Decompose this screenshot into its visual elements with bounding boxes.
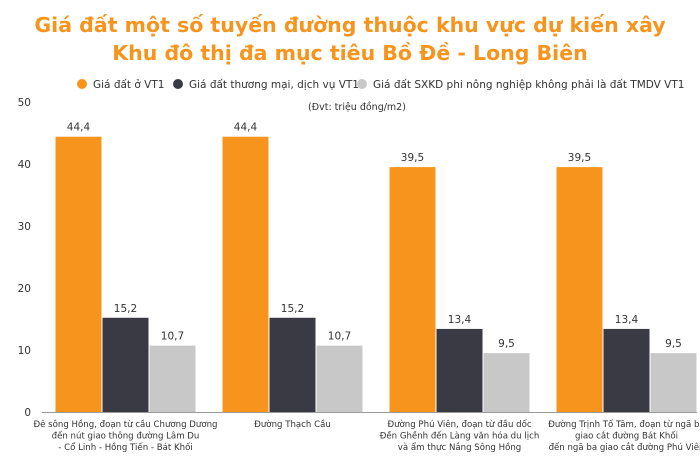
legend-swatch: [357, 79, 367, 89]
bar: [436, 328, 483, 412]
unit-note: (Đvt: triệu đồng/m2): [308, 102, 406, 113]
data-label: 15,2: [281, 303, 304, 315]
legend-item-1: Giá đất ở VT1: [77, 79, 164, 91]
x-axis: Đê sông Hồng, đoạn từ cầu Chương Dươngđế…: [33, 412, 700, 453]
data-label: 39,5: [568, 152, 591, 164]
legend-swatch: [77, 79, 87, 89]
y-tick-label: 10: [18, 345, 31, 357]
y-tick-label: 50: [18, 97, 31, 109]
data-label: 39,5: [401, 152, 424, 164]
bar: [149, 345, 196, 412]
bar: [222, 136, 269, 412]
data-label: 13,4: [615, 314, 639, 326]
y-axis: 0 10 20 30 40 50: [18, 97, 31, 419]
category-label: Đê sông Hồng, đoạn từ cầu Chương Dương: [33, 419, 217, 430]
bar: [603, 328, 650, 412]
y-tick-label: 0: [24, 407, 31, 419]
legend-swatch: [173, 79, 183, 89]
chart-title-line-2: Khu đô thị đa mục tiêu Bồ Đề - Long Biên: [112, 41, 587, 65]
bars: [55, 136, 697, 412]
category-label: và ẩm thực Nắng Sông Hồng: [398, 442, 521, 453]
data-label: 9,5: [665, 338, 682, 350]
bar: [483, 353, 530, 412]
data-label: 44,4: [67, 122, 91, 134]
y-tick-label: 30: [18, 221, 31, 233]
data-label: 13,4: [448, 314, 472, 326]
category-label: Đường Trịnh Tố Tâm, đoạn từ ngã ba: [548, 419, 700, 430]
category-label: đến nút giao thông đường Lâm Du: [52, 431, 200, 442]
y-tick-label: 40: [18, 159, 31, 171]
legend-item-2: Giá đất thương mại, dịch vụ VT1: [173, 79, 359, 91]
legend-item-3: Giá đất SXKD phi nông nghiệp không phải …: [357, 79, 684, 91]
bar: [316, 345, 363, 412]
bar: [650, 353, 697, 412]
category-label: đến ngã ba giao cắt đường Phú Viên: [549, 442, 700, 453]
legend: Giá đất ở VT1 Giá đất thương mại, dịch vụ…: [77, 79, 684, 91]
legend-label: Giá đất thương mại, dịch vụ VT1: [189, 79, 359, 91]
bar: [55, 136, 102, 412]
category-label: - Cổ Linh - Hồng Tiến - Bát Khối: [58, 442, 192, 453]
chart-title: Giá đất một số tuyến đường thuộc khu vực…: [34, 13, 665, 65]
data-labels: 44,4 15,2 10,7 44,4 15,2 10,7 39,5 13,4 9,5 39,5 1…: [67, 122, 682, 350]
category-label: Đường Phú Viên, đoạn từ đầu dốc: [387, 419, 531, 430]
category-label: giao cắt đường Bát Khối: [575, 431, 678, 442]
legend-label: Giá đất ở VT1: [93, 79, 164, 91]
data-label: 9,5: [498, 338, 515, 350]
bar: [102, 317, 149, 412]
data-label: 10,7: [328, 331, 351, 343]
bar: [556, 167, 603, 412]
bar: [389, 167, 436, 412]
data-label: 15,2: [114, 303, 137, 315]
data-label: 44,4: [234, 122, 258, 134]
data-label: 10,7: [161, 331, 184, 343]
bar: [269, 317, 316, 412]
legend-label: Giá đất SXKD phi nông nghiệp không phải …: [373, 79, 684, 91]
y-tick-label: 20: [18, 283, 31, 295]
category-label: Đường Thạch Cầu: [254, 419, 331, 430]
category-label: Đền Ghềnh đến Làng văn hóa du lịch: [380, 431, 540, 442]
chart-title-line-1: Giá đất một số tuyến đường thuộc khu vực…: [34, 13, 665, 37]
